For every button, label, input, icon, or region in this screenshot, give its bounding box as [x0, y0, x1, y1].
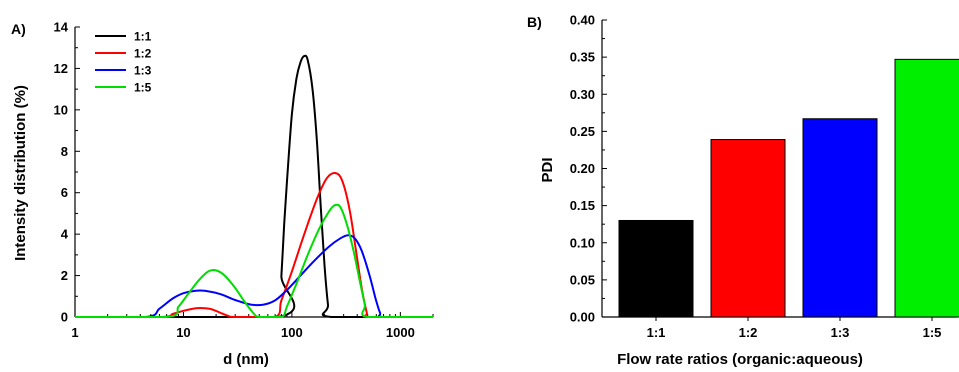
panel-a-x-axis-title: d (nm): [223, 351, 269, 368]
panel-a-distribution-chart: A) 0 2 4 6 8 10 12 14 1 10 100 1000 1:1 1:2 1:3 1:5 d …: [11, 20, 434, 368]
panel-a-y-tick-label: 14: [54, 20, 69, 35]
panel-a-x-tick-label: 10: [176, 325, 190, 340]
panel-b-x-tick-label: 1:2: [739, 325, 758, 340]
panel-b-y-tick-label: 0.30: [570, 87, 595, 102]
bar-1-2: [710, 139, 786, 318]
panel-b-bars: [618, 58, 959, 318]
panel-b-x-tick-label: 1:5: [923, 325, 942, 340]
panel-b-label: B): [527, 14, 542, 30]
panel-a-legend: 1:1 1:2 1:3 1:5: [95, 30, 152, 95]
panel-a-y-tick-label: 0: [61, 310, 68, 325]
panel-a-y-tick-label: 6: [61, 185, 68, 200]
panel-b-y-tick-label: 0.10: [570, 235, 595, 250]
panel-a-plot-area: [74, 27, 433, 318]
panel-a-y-tick-label: 4: [61, 227, 69, 242]
panel-a-y-tick-label: 10: [54, 102, 68, 117]
bar-1-3: [802, 118, 878, 318]
panel-a-ticks: 0 2 4 6 8 10 12 14 1 10 100 1000: [54, 20, 434, 340]
panel-a-label: A): [11, 21, 26, 37]
panel-b-y-tick-label: 0.15: [570, 198, 595, 213]
panel-a-x-tick-label: 100: [281, 325, 303, 340]
panel-b-y-tick-label: 0.40: [570, 13, 595, 28]
bar-1-1: [618, 219, 694, 318]
panel-b-y-axis-title: PDI: [539, 157, 556, 182]
series-line-1-1: [75, 54, 433, 319]
legend-label-1-1: 1:1: [134, 30, 152, 44]
panel-a-x-tick-label: 1000: [386, 325, 415, 340]
panel-a-y-axis-title: Intensity distribution (%): [12, 85, 29, 261]
panel-a-x-tick-label: 1: [71, 325, 78, 340]
panel-b-y-tick-label: 0.35: [570, 50, 595, 65]
legend-label-1-3: 1:3: [134, 64, 152, 78]
series-line-1-3: [75, 234, 433, 319]
legend-label-1-5: 1:5: [134, 81, 152, 95]
panel-b-pdi-bar-chart: B) 0.00 0.05 0.10 0.15 0.20 0.25 0.30 0.35 0.40 1…: [527, 13, 959, 368]
panel-b-y-tick-label: 0.00: [570, 310, 595, 325]
panel-a-y-tick-label: 2: [61, 268, 68, 283]
panel-b-x-tick-label: 1:1: [647, 325, 666, 340]
panel-b-x-tick-label: 1:3: [831, 325, 850, 340]
panel-b-y-tick-label: 0.25: [570, 124, 595, 139]
panel-a-y-tick-label: 8: [61, 144, 68, 159]
legend-label-1-2: 1:2: [134, 47, 152, 61]
panel-b-y-tick-label: 0.05: [570, 272, 595, 287]
series-line-1-2: [75, 171, 433, 319]
panel-b-x-axis-title: Flow rate ratios (organic:aqueous): [617, 351, 863, 368]
series-line-1-5: [75, 203, 433, 319]
panel-a-series-group: [75, 54, 433, 319]
panel-b-y-tick-label: 0.20: [570, 161, 595, 176]
bar-1-5: [894, 58, 959, 318]
panel-b-ticks: 0.00 0.05 0.10 0.15 0.20 0.25 0.30 0.35 0.40 1:1 1…: [570, 13, 942, 341]
panel-a-y-tick-label: 12: [54, 61, 68, 76]
